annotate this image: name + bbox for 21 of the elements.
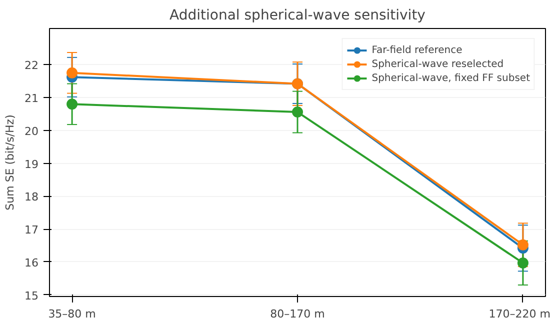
legend-label: Spherical-wave, fixed FF subset (372, 72, 530, 85)
point (517, 257, 528, 268)
x-tick-label: 80–170 m (270, 308, 325, 320)
y-tick-label: 15 (24, 289, 39, 302)
y-tick-label: 21 (24, 92, 39, 106)
x-tick-label: 35–80 m (48, 308, 96, 320)
legend-label: Far-field reference (372, 44, 462, 57)
point (292, 106, 303, 118)
y-tick-label: 22 (24, 59, 39, 72)
y-axis-title: Sum SE (bit/s/Hz) (4, 114, 17, 210)
y-tick-label: 20 (24, 124, 39, 138)
point (66, 98, 78, 110)
y-tick-label: 16 (24, 256, 39, 270)
chart-title: Additional spherical-wave sensitivity (170, 8, 426, 24)
y-tick-label: 18 (24, 190, 39, 204)
y-tick-label: 17 (24, 224, 39, 237)
x-tick-label: 170–220 m (488, 308, 550, 320)
legend-label: Spherical-wave reselected (372, 58, 504, 71)
y-tick-label: 19 (24, 158, 39, 171)
point (517, 239, 528, 250)
point (66, 67, 78, 78)
